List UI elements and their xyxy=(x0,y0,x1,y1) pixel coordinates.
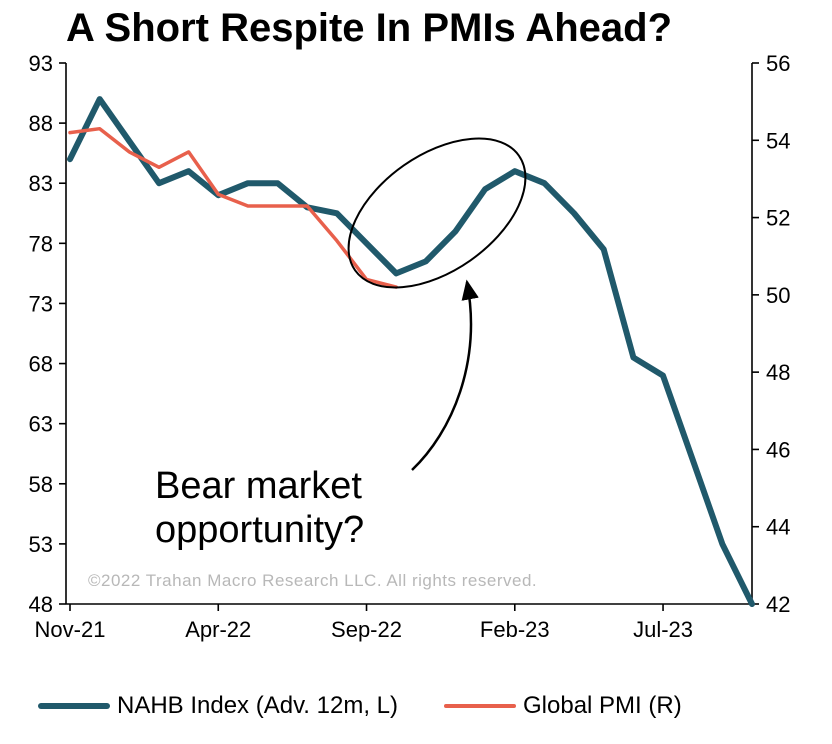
left-axis-tick-label: 63 xyxy=(29,412,53,437)
right-axis-tick-label: 48 xyxy=(766,360,790,385)
x-axis-tick-label: Jul-23 xyxy=(633,617,693,642)
right-axis-tick-label: 56 xyxy=(766,51,790,76)
annotation-arrow xyxy=(411,279,479,471)
left-axis-tick-label: 78 xyxy=(29,231,53,256)
left-axis-tick-label: 88 xyxy=(29,111,53,136)
left-axis-tick-label: 58 xyxy=(29,472,53,497)
chart-title: A Short Respite In PMIs Ahead? xyxy=(66,6,672,50)
highlight-ellipse xyxy=(347,137,527,289)
right-axis-tick-label: 52 xyxy=(766,206,790,231)
series-line-1 xyxy=(68,126,398,289)
copyright-text: ©2022 Trahan Macro Research LLC. All rig… xyxy=(88,571,537,590)
global-pmi-line-swatch xyxy=(444,704,516,708)
legend: NAHB Index (Adv. 12m, L) Global PMI (R) xyxy=(38,692,682,720)
legend-item-nahb: NAHB Index (Adv. 12m, L) xyxy=(38,692,398,720)
annotation-layer: Bear market opportunity? ©2022 Trahan Ma… xyxy=(88,137,537,590)
series-line-0 xyxy=(67,96,755,607)
left-axis-tick-label: 73 xyxy=(29,291,53,316)
nahb-line-swatch xyxy=(38,703,110,709)
left-axis-tick-label: 68 xyxy=(29,352,53,377)
left-axis-tick-label: 93 xyxy=(29,51,53,76)
right-axis-tick-label: 46 xyxy=(766,437,790,462)
x-axis-tick-label: Apr-22 xyxy=(185,617,251,642)
x-axis-tick-label: Sep-22 xyxy=(331,617,402,642)
legend-item-global-pmi: Global PMI (R) xyxy=(444,692,682,720)
left-axis-tick-label: 53 xyxy=(29,532,53,557)
plot-area: 93 88 83 78 73 68 63 58 53 48 56 54 52 50 48 46 44 42 Nov-… xyxy=(29,51,791,642)
x-axis-tick-label: Feb-23 xyxy=(480,617,550,642)
right-axis-tick-label: 42 xyxy=(766,592,790,617)
right-axis-tick-label: 50 xyxy=(766,283,790,308)
annotation-text-line1: Bear market xyxy=(155,465,362,507)
legend-label-global-pmi: Global PMI (R) xyxy=(523,692,682,719)
x-axis-tick-label: Nov-21 xyxy=(35,617,106,642)
right-axis-tick-label: 54 xyxy=(766,128,790,153)
annotation-text-line2: opportunity? xyxy=(155,509,364,551)
legend-label-nahb: NAHB Index (Adv. 12m, L) xyxy=(117,692,398,719)
right-axis-tick-label: 44 xyxy=(766,515,790,540)
left-axis-tick-label: 48 xyxy=(29,592,53,617)
left-axis-tick-label: 83 xyxy=(29,171,53,196)
